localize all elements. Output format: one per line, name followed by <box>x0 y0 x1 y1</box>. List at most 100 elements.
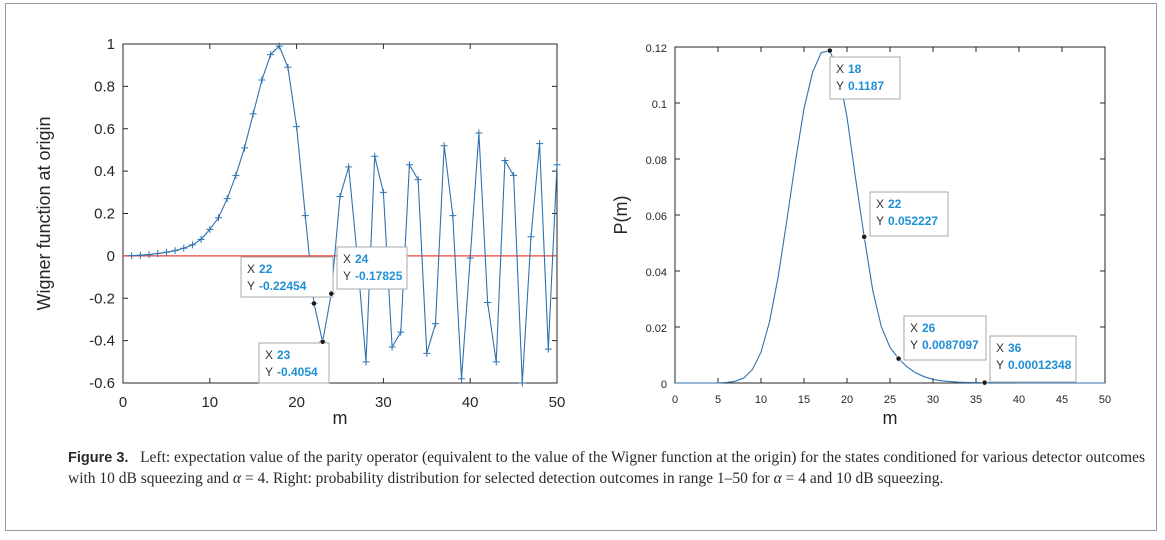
x-axis-label: m <box>333 408 348 428</box>
y-axis-label: Wigner function at origin <box>34 116 54 310</box>
data-point-marker <box>397 328 405 336</box>
data-point-marker <box>232 171 240 179</box>
data-point-marker <box>154 250 162 258</box>
caption-alpha: α <box>232 469 242 487</box>
datatip-x-value: 23 <box>277 348 291 362</box>
datatip-x-value: 24 <box>355 252 369 266</box>
datatip-y-value: -0.22454 <box>259 279 307 293</box>
y-tick-label: 0.4 <box>94 163 115 180</box>
y-tick-label: 0.02 <box>646 323 667 335</box>
x-tick-label: 5 <box>715 394 721 406</box>
data-point-marker <box>510 171 518 179</box>
caption-line3a: detection outcomes in range 1–50 for <box>538 469 774 487</box>
datatip-box <box>903 315 987 361</box>
x-tick-label: 0 <box>672 394 678 406</box>
x-tick-label: 50 <box>1099 394 1111 406</box>
data-point-marker <box>405 161 413 169</box>
x-tick-label: 50 <box>549 394 566 411</box>
data-point-marker <box>249 110 257 118</box>
y-tick-label: 0.1 <box>652 99 667 111</box>
datatip-point <box>895 355 902 362</box>
datatip-point <box>861 233 868 240</box>
datatip-x-value: 22 <box>259 262 273 276</box>
data-point-marker <box>423 349 431 357</box>
datatip-x-label: X <box>996 341 1004 355</box>
data-point-marker <box>188 241 196 249</box>
x-tick-label: 10 <box>201 394 218 411</box>
y-tick-label: 0.12 <box>646 43 667 55</box>
x-tick-label: 35 <box>970 394 982 406</box>
data-point-marker <box>214 214 222 222</box>
caption-line2a: states conditioned for various detector … <box>68 449 1146 487</box>
y-axis-label: P(m) <box>611 196 631 235</box>
datatip-box <box>869 191 949 237</box>
data-point-marker <box>484 298 492 306</box>
data-point-marker <box>258 76 266 84</box>
x-tick-label: 0 <box>119 394 127 411</box>
data-point-marker <box>518 379 526 387</box>
y-tick-label: -0.2 <box>89 290 115 307</box>
datatip-y-label: Y <box>247 279 255 293</box>
data-point-marker <box>440 142 448 150</box>
datatip-box <box>829 56 901 100</box>
datatip-y-value: -0.17825 <box>355 269 403 283</box>
datatip-y-value: 0.00012348 <box>1008 358 1072 372</box>
datatip-box <box>258 342 330 384</box>
data-point-marker <box>267 51 275 59</box>
datatip-x-label: X <box>343 252 351 266</box>
datatip-x-value: 22 <box>888 197 902 211</box>
datatip-box <box>336 246 408 290</box>
data-point-marker <box>527 233 535 241</box>
datatip-y-value: -0.4054 <box>277 365 318 379</box>
datatip-y-label: Y <box>996 358 1004 372</box>
right-plot: 0 5 10 15 20 25 30 35 40 45 50 0 0.02 0.04 0.06 0.08 0.1… <box>611 43 1111 428</box>
datatip-x-label: X <box>836 62 844 76</box>
data-point-marker <box>136 251 144 259</box>
data-point-marker <box>414 176 422 184</box>
data-point-marker <box>544 345 552 353</box>
data-point-marker <box>171 247 179 255</box>
datatip-point <box>328 290 335 297</box>
y-tick-label: 0.06 <box>646 211 667 223</box>
datatip-x-value: 36 <box>1008 341 1022 355</box>
figure-frame: 0 10 20 30 40 50 -0.6 -0.4 -0.2 0 0.2 0.4 0.6 0.8 1 m Wi… <box>5 3 1157 531</box>
datatip-x-value: 18 <box>848 62 862 76</box>
x-tick-label: 40 <box>462 394 479 411</box>
x-tick-label: 20 <box>841 394 853 406</box>
data-point-marker <box>223 195 231 203</box>
datatip-point <box>981 379 988 386</box>
data-point-marker <box>128 252 136 260</box>
data-point-marker <box>197 235 205 243</box>
datatip-x-label: X <box>265 348 273 362</box>
data-point-marker <box>536 140 544 148</box>
datatip-y-label: Y <box>910 338 918 352</box>
datatip-y-label: Y <box>836 79 844 93</box>
datatip-x-label: X <box>876 197 884 211</box>
data-point-marker <box>180 244 188 252</box>
data-point-marker <box>362 358 370 366</box>
x-tick-label: 20 <box>288 394 305 411</box>
data-point-marker <box>241 144 249 152</box>
data-point-marker <box>301 212 309 220</box>
datatip-y-value: 0.052227 <box>888 214 938 228</box>
datatip-point <box>311 300 317 307</box>
data-point-marker <box>206 225 214 233</box>
datatip-y-label: Y <box>343 269 351 283</box>
y-tick-label: 0 <box>107 248 115 265</box>
data-point-marker <box>449 212 457 220</box>
caption-line2b: = 4. Right: probability distribution for… <box>241 469 535 487</box>
datatip-x-label: X <box>910 321 918 335</box>
caption-line1: Left: expectation value of the parity op… <box>140 449 842 466</box>
x-tick-label: 15 <box>798 394 810 406</box>
y-tick-label: -0.6 <box>89 375 115 392</box>
datatip-x-value: 26 <box>922 321 936 335</box>
data-point-marker <box>293 123 301 131</box>
data-point-marker <box>431 320 439 328</box>
data-point-marker <box>553 161 561 169</box>
datatip-point <box>826 47 833 54</box>
datatip-y-value: 0.1187 <box>848 79 884 93</box>
y-tick-label: 1 <box>107 36 115 53</box>
y-tick-label: 0.08 <box>646 155 667 167</box>
x-tick-label: 40 <box>1013 394 1025 406</box>
caption-label: Figure 3. <box>68 450 129 466</box>
